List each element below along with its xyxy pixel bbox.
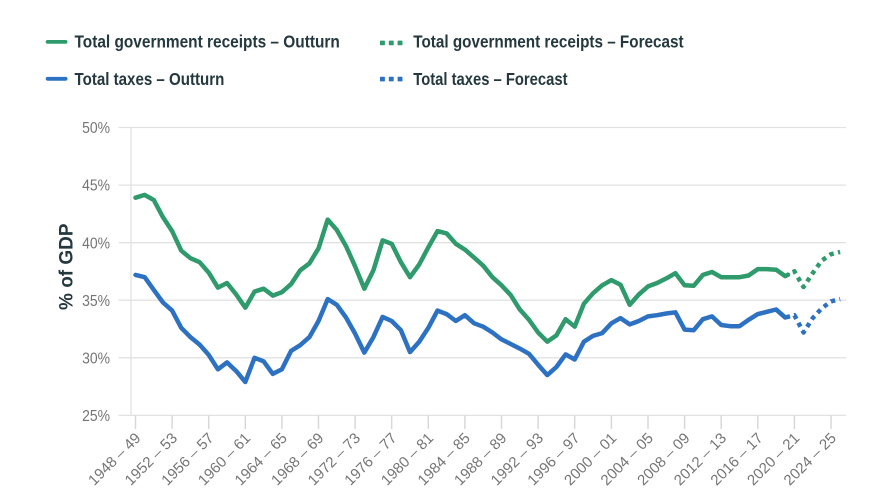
svg-text:40%: 40%: [82, 236, 110, 253]
svg-text:Total taxes – Forecast: Total taxes – Forecast: [413, 70, 568, 89]
svg-text:50%: 50%: [82, 120, 110, 137]
svg-text:Total government receipts – Ou: Total government receipts – Outturn: [75, 33, 340, 52]
svg-text:25%: 25%: [82, 408, 110, 425]
svg-text:35%: 35%: [82, 293, 110, 310]
svg-text:% of GDP: % of GDP: [57, 223, 78, 310]
svg-text:Total government receipts – Fo: Total government receipts – Forecast: [413, 33, 684, 52]
svg-text:30%: 30%: [82, 351, 110, 368]
svg-text:Total taxes – Outturn: Total taxes – Outturn: [75, 70, 225, 89]
svg-text:45%: 45%: [82, 178, 110, 195]
